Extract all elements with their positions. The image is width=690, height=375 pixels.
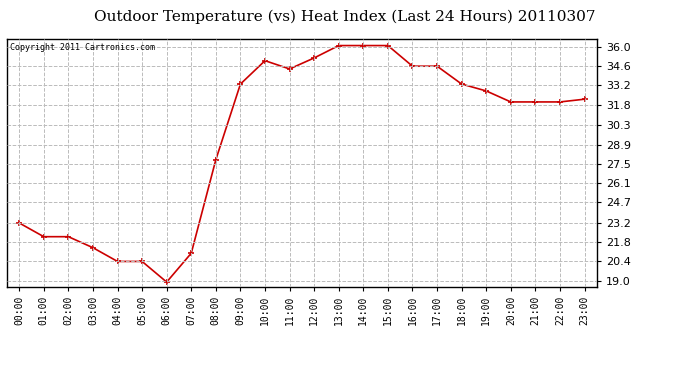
Text: Copyright 2011 Cartronics.com: Copyright 2011 Cartronics.com <box>10 43 155 52</box>
Text: Outdoor Temperature (vs) Heat Index (Last 24 Hours) 20110307: Outdoor Temperature (vs) Heat Index (Las… <box>95 9 595 24</box>
